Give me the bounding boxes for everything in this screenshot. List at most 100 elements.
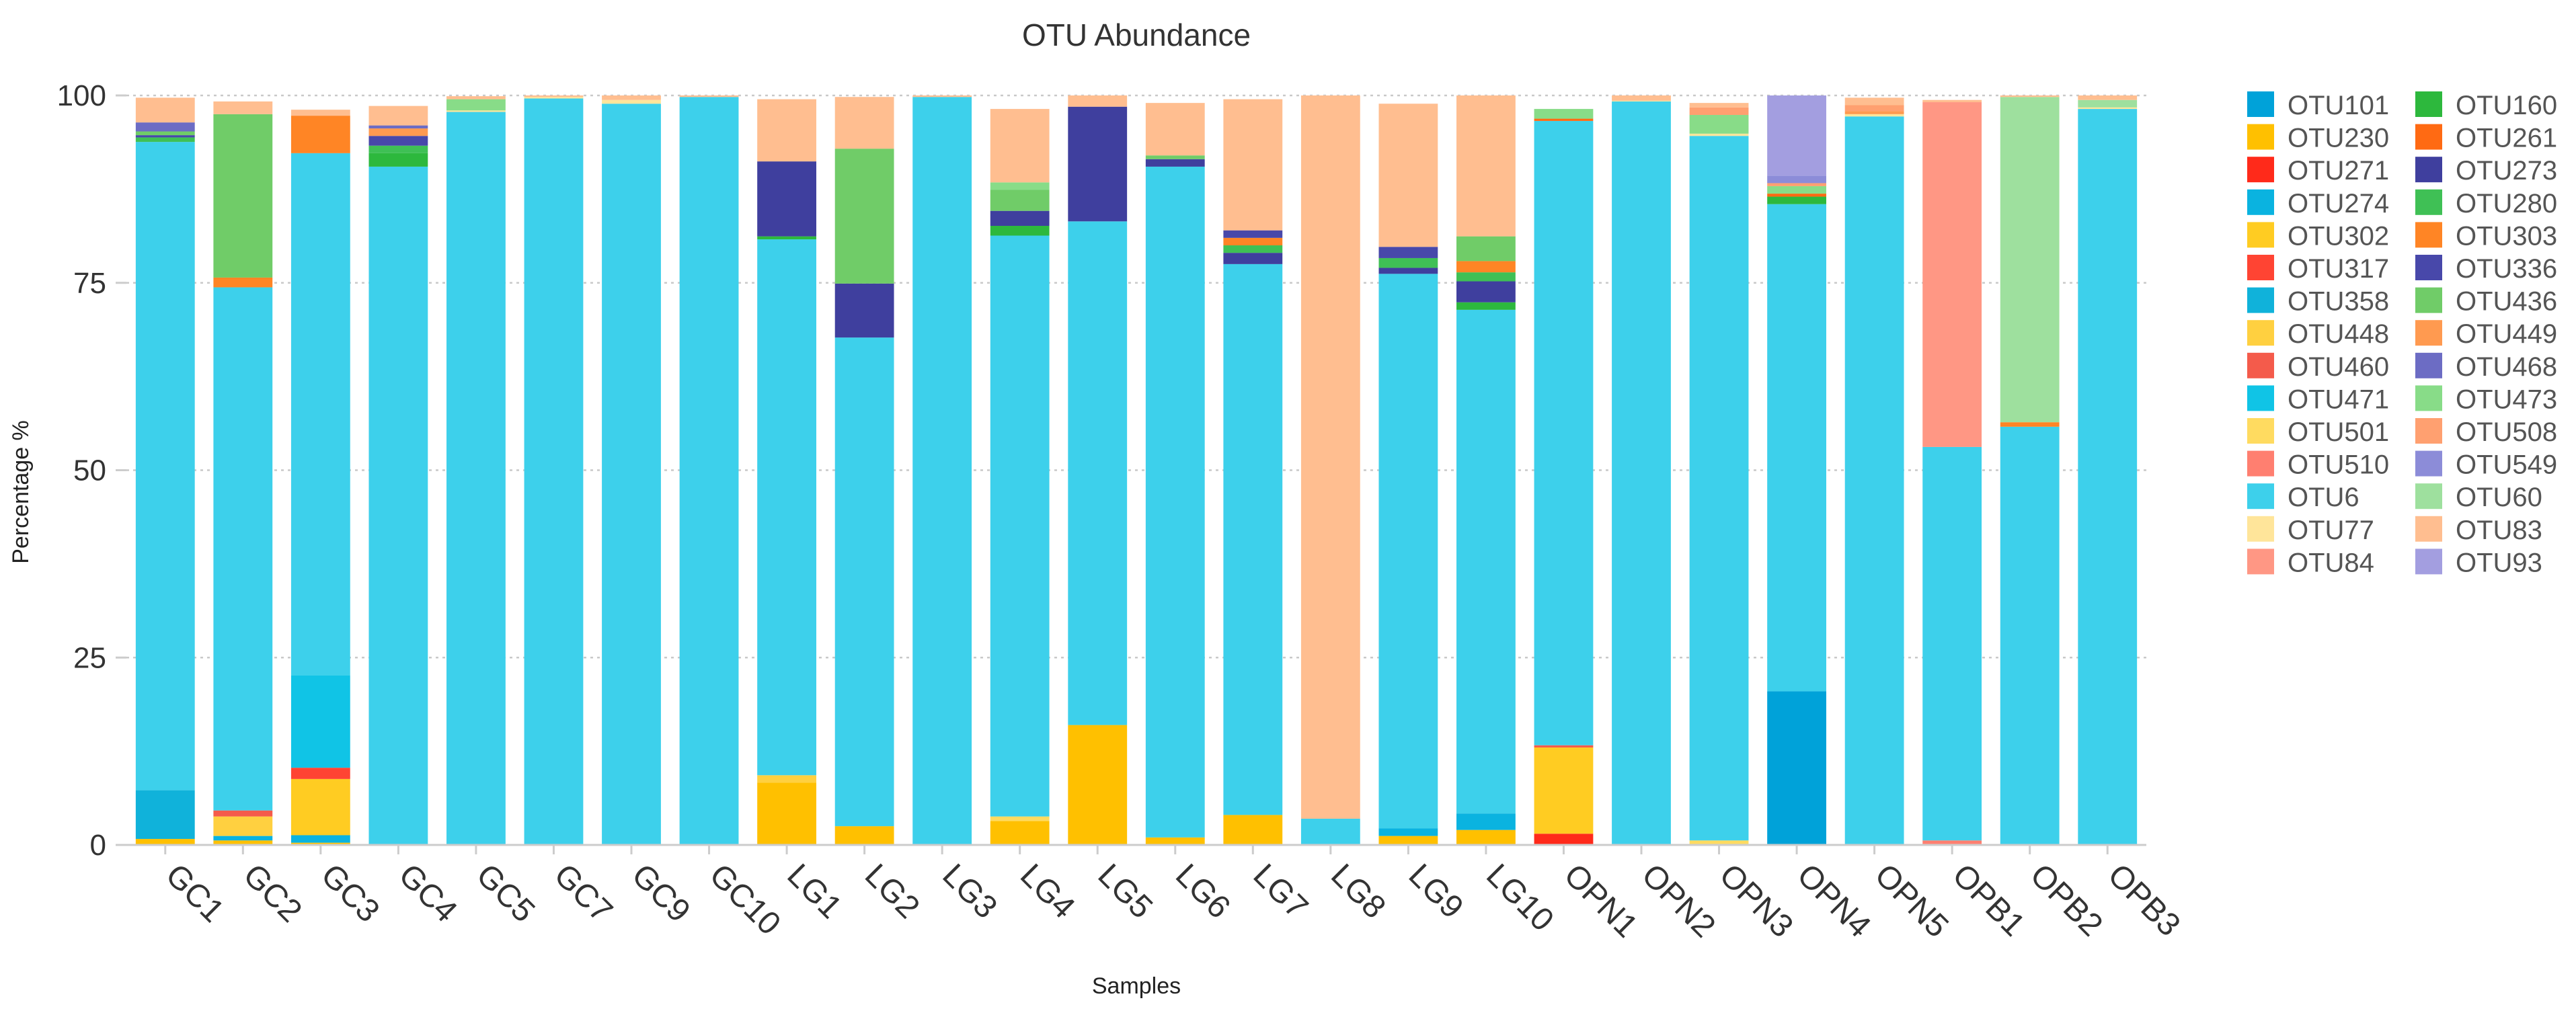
bar-segment [368, 136, 428, 146]
bar-segment [524, 98, 584, 846]
x-tick-label: LG8 [1324, 857, 1393, 926]
legend-label: OTU261 [2456, 124, 2557, 153]
bar-segment [1456, 95, 1516, 237]
bar-segment [1378, 247, 1438, 258]
legend-swatch [2415, 450, 2442, 477]
legend-item-OTU271: OTU271 [2247, 156, 2389, 186]
x-tick-label: LG3 [935, 857, 1004, 926]
legend-swatch [2247, 483, 2274, 510]
bar-segment [1534, 120, 1594, 745]
bar-segment [1534, 834, 1594, 845]
bar-segment [602, 104, 661, 845]
legend-item-OTU358: OTU358 [2247, 287, 2389, 317]
bar-segment [1068, 725, 1128, 845]
x-tick-label: OPB3 [2101, 857, 2187, 943]
bar-segment [1456, 261, 1516, 273]
bar-segment [1456, 813, 1516, 830]
legend-label: OTU273 [2456, 156, 2557, 186]
bar-segment [290, 116, 350, 153]
legend-item-OTU60: OTU60 [2415, 483, 2542, 512]
bar-segment [290, 153, 350, 676]
bar-segment [1534, 745, 1594, 748]
legend-label: OTU460 [2288, 352, 2389, 382]
bar-segment [1767, 691, 1826, 845]
bar-segment [1378, 828, 1438, 836]
bar-segment [1300, 818, 1360, 845]
legend-item-OTU273: OTU273 [2415, 156, 2557, 186]
bar-segment [446, 110, 506, 112]
bar-segment [1223, 99, 1283, 231]
x-tick-label: GC10 [703, 857, 787, 942]
bar-segment [1612, 100, 1671, 102]
bar-segment [990, 182, 1050, 190]
bar-segment [1378, 274, 1438, 829]
legend-item-OTU280: OTU280 [2415, 189, 2557, 218]
bar-segment [912, 97, 972, 846]
x-tick-label: OPB1 [1945, 857, 2031, 943]
legend-label: OTU101 [2288, 91, 2389, 120]
legend-item-OTU160: OTU160 [2415, 91, 2557, 120]
bar-segment [446, 99, 506, 111]
legend-swatch [2415, 124, 2442, 150]
bar-stack-GC4 [368, 106, 428, 846]
legend-label: OTU317 [2288, 254, 2389, 284]
bar-segment [757, 782, 816, 845]
legend-swatch [2247, 516, 2274, 542]
bar-stack-LG5 [1068, 95, 1128, 845]
bar-segment [1767, 204, 1826, 692]
y-tick-label: 100 [57, 79, 106, 112]
bar-segment [368, 125, 428, 129]
legend-item-OTU510: OTU510 [2247, 450, 2389, 480]
bar-stack-OPN2 [1612, 95, 1671, 845]
bar-segment [1689, 136, 1749, 841]
bar-stack-GC5 [446, 96, 506, 845]
legend-swatch [2415, 483, 2442, 510]
legend-label: OTU280 [2456, 189, 2557, 218]
bar-segment [135, 790, 195, 840]
x-tick-label: OPN5 [1868, 857, 1955, 944]
x-tick-label: GC5 [469, 857, 541, 929]
legend-swatch [2247, 124, 2274, 150]
x-tick-label: GC4 [392, 857, 464, 929]
legend-swatch [2415, 418, 2442, 444]
bar-stack-OPB2 [2000, 95, 2060, 845]
legend-item-OTU436: OTU436 [2415, 287, 2557, 317]
legend-swatch [2415, 91, 2442, 117]
bar-segment [135, 142, 195, 790]
legend-swatch [2415, 255, 2442, 280]
bar-segment [1767, 183, 1826, 186]
legend-label: OTU83 [2456, 516, 2542, 545]
bar-stack-LG7 [1223, 99, 1283, 845]
legend-swatch [2247, 385, 2274, 411]
bar-segment [2000, 95, 2060, 97]
bar-segment [446, 96, 506, 99]
bar-segment [213, 277, 273, 288]
legend-item-OTU101: OTU101 [2247, 91, 2389, 120]
x-tick-label: GC3 [314, 857, 386, 929]
bar-segment [1145, 159, 1205, 167]
bar-stack-LG4 [990, 109, 1050, 845]
legend-item-OTU274: OTU274 [2247, 189, 2389, 218]
legend-swatch [2415, 287, 2442, 313]
legend-label: OTU468 [2456, 352, 2557, 382]
legend-item-OTU84: OTU84 [2247, 548, 2374, 577]
bar-segment [368, 145, 428, 153]
bar-segment [1223, 253, 1283, 264]
legend-item-OTU473: OTU473 [2415, 384, 2557, 414]
bar-segment [1767, 95, 1826, 176]
bar-stack-GC10 [679, 95, 739, 846]
bar-segment [1844, 116, 1904, 846]
grid-lines [126, 94, 2146, 659]
bar-segment [1534, 118, 1594, 121]
bar-stack-LG6 [1145, 103, 1205, 845]
bar-stack-OPN5 [1844, 97, 1904, 846]
bar-segment [1456, 829, 1516, 845]
bar-segment [1922, 446, 1982, 841]
legend-label: OTU471 [2288, 384, 2389, 414]
bar-segment [1689, 114, 1749, 134]
bar-segment [834, 283, 894, 338]
bar-segment [990, 226, 1050, 236]
bar-segment [1844, 111, 1904, 114]
bar-segment [1223, 245, 1283, 253]
